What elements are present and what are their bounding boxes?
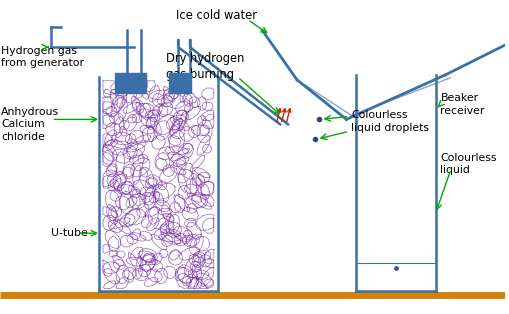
Text: Colourless
liquid droplets: Colourless liquid droplets — [351, 110, 429, 133]
Text: Dry hydrogen
gas burning: Dry hydrogen gas burning — [166, 52, 244, 81]
Bar — [169, 73, 191, 93]
Text: Colourless
liquid: Colourless liquid — [440, 153, 496, 175]
Text: Ice cold water: Ice cold water — [176, 9, 257, 22]
Text: Beaker
receiver: Beaker receiver — [440, 93, 484, 116]
Text: Anhydrous
Calcium
chloride: Anhydrous Calcium chloride — [1, 107, 59, 142]
Text: Hydrogen gas
from generator: Hydrogen gas from generator — [1, 46, 84, 68]
Text: U-tube: U-tube — [51, 228, 88, 238]
Bar — [115, 73, 146, 93]
